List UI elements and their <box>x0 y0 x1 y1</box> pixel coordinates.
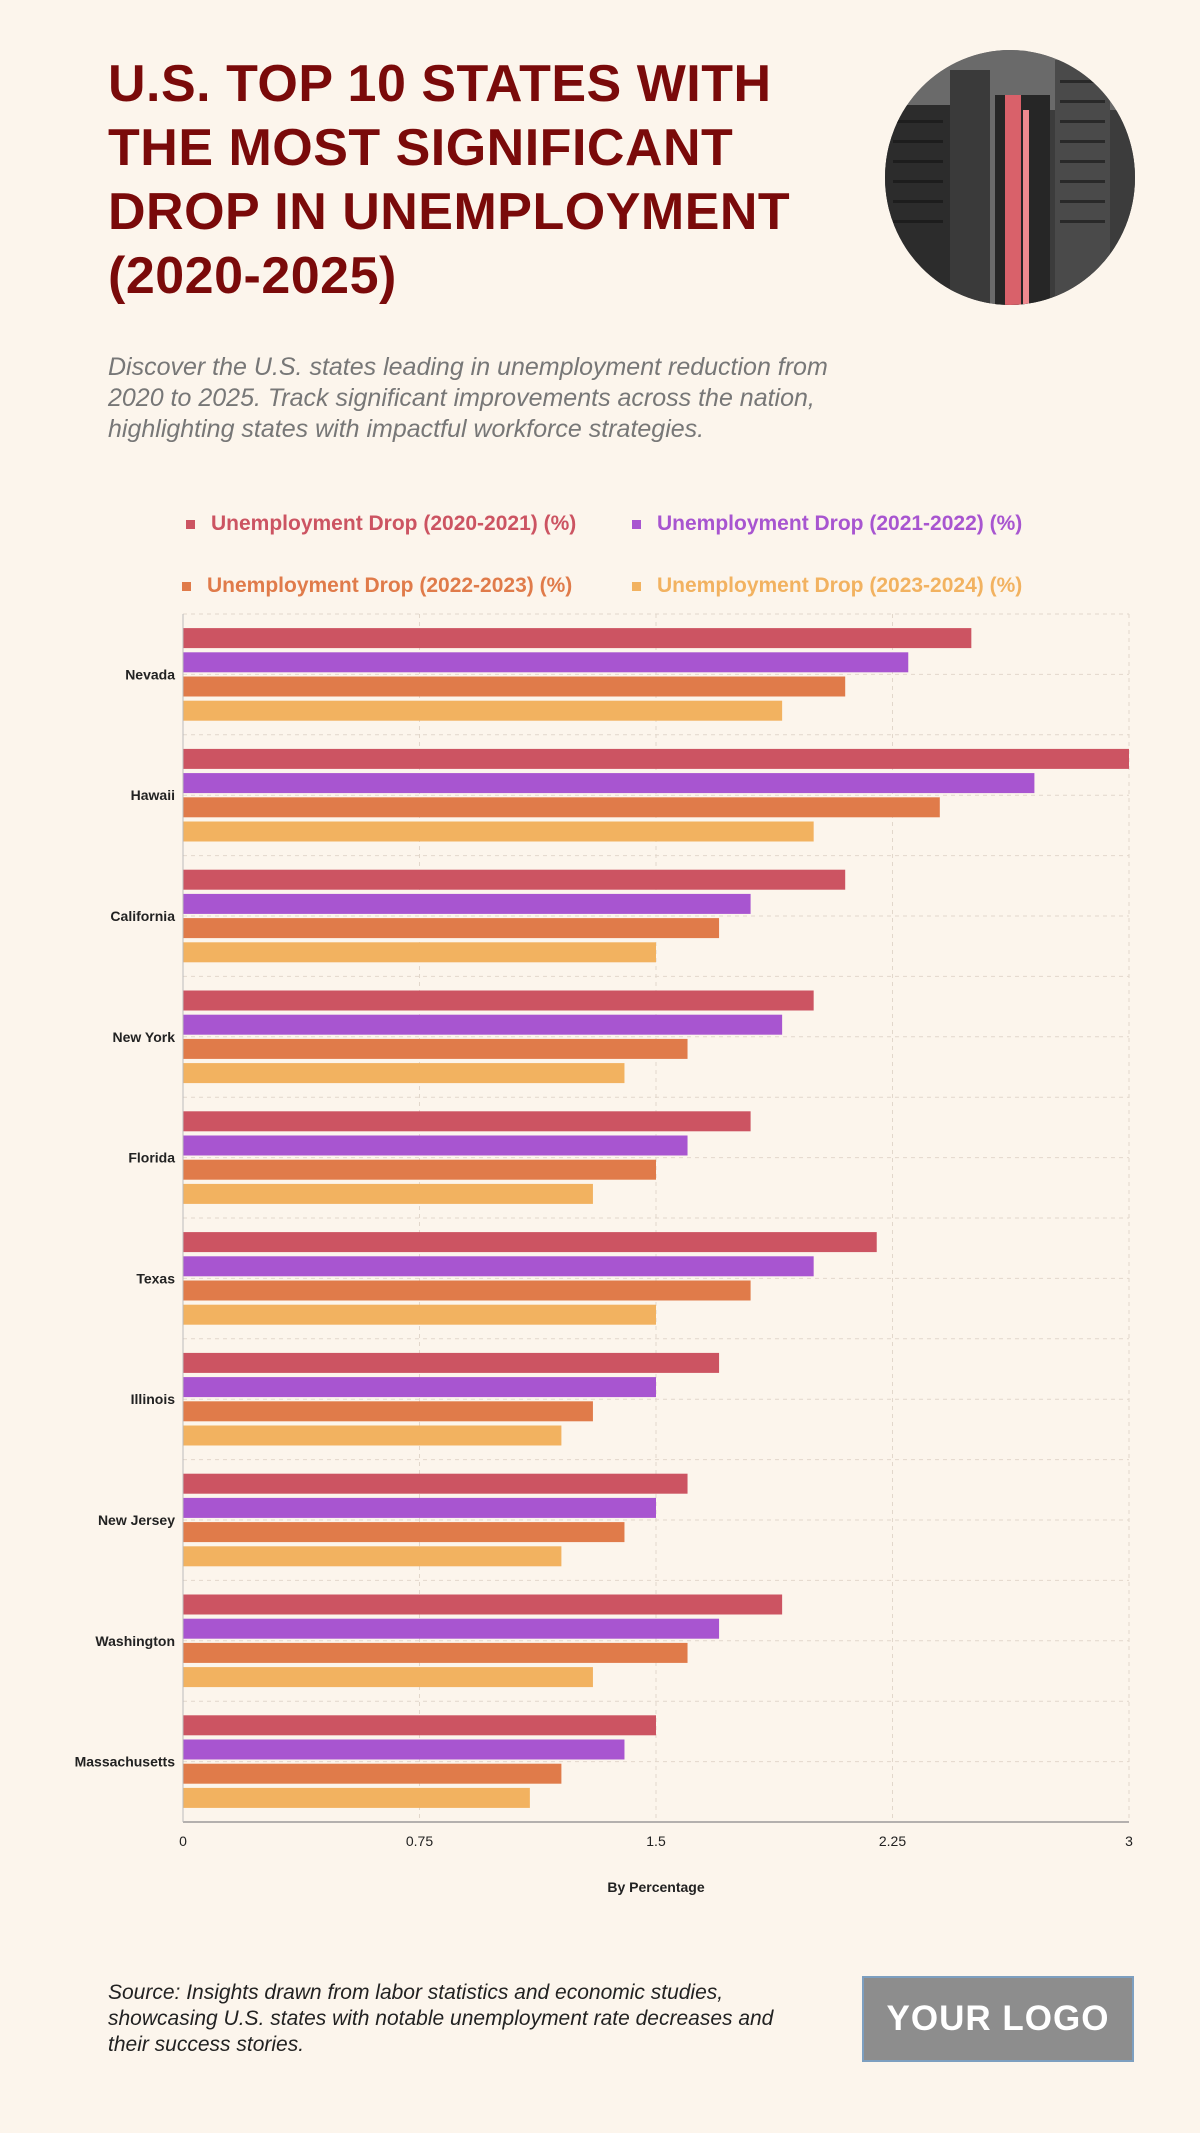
bar-washington-series-1 <box>183 1594 783 1615</box>
bar-chart: Nevada Hawaii California New York Florida Tex… <box>75 613 1133 1895</box>
category-label: Washington <box>95 1633 175 1649</box>
bar-california-series-3 <box>183 918 720 939</box>
bar-illinois-series-4 <box>183 1425 562 1446</box>
legend-label-2020-2021: Unemployment Drop (2020-2021) (%) <box>211 512 577 535</box>
bar-new-york-series-3 <box>183 1038 688 1059</box>
source-note: Source: Insights drawn from labor statis… <box>108 1981 774 2056</box>
x-tick-label: 0.75 <box>406 1833 433 1849</box>
bar-illinois-series-3 <box>183 1401 593 1422</box>
bar-california-series-2 <box>183 893 751 914</box>
bar-nevada-series-3 <box>183 676 846 697</box>
bar-florida-series-2 <box>183 1135 688 1156</box>
bar-nevada-series-1 <box>183 628 972 649</box>
bar-new-york-series-1 <box>183 990 814 1011</box>
bar-nevada-series-4 <box>183 700 783 721</box>
legend-swatch-2022-2023 <box>182 581 191 591</box>
bar-washington-series-2 <box>183 1618 720 1639</box>
bar-washington-series-4 <box>183 1667 593 1688</box>
bar-new-york-series-4 <box>183 1063 625 1084</box>
legend-label-2023-2024: Unemployment Drop (2023-2024) (%) <box>657 574 1023 597</box>
legend-item-2022-2023[interactable]: Unemployment Drop (2022-2023) (%) <box>182 574 572 598</box>
bar-massachusetts-series-4 <box>183 1787 530 1808</box>
bar-massachusetts-series-2 <box>183 1739 625 1760</box>
category-label: New York <box>112 1029 175 1045</box>
bar-hawaii-series-2 <box>183 773 1035 794</box>
bar-new-jersey-series-4 <box>183 1546 562 1567</box>
bar-florida-series-4 <box>183 1183 593 1204</box>
legend-item-2023-2024[interactable]: Unemployment Drop (2023-2024) (%) <box>632 574 1022 598</box>
legend-label-2022-2023: Unemployment Drop (2022-2023) (%) <box>207 574 573 597</box>
bar-hawaii-series-1 <box>183 748 1129 769</box>
bar-florida-series-1 <box>183 1111 751 1132</box>
x-tick-label: 3 <box>1125 1833 1133 1849</box>
bar-texas-series-1 <box>183 1232 877 1253</box>
category-label: Florida <box>128 1150 175 1166</box>
bar-texas-series-4 <box>183 1304 656 1325</box>
category-label: California <box>110 908 175 924</box>
bar-texas-series-3 <box>183 1280 751 1301</box>
legend-label-2021-2022: Unemployment Drop (2021-2022) (%) <box>657 512 1023 535</box>
legend-swatch-2021-2022 <box>632 519 641 529</box>
chart-title: U.S. TOP 10 STATES WITH THE MOST SIGNIFI… <box>108 55 791 305</box>
category-label: Nevada <box>125 666 175 682</box>
bar-hawaii-series-4 <box>183 821 814 842</box>
bar-california-series-1 <box>183 869 846 890</box>
chart-subtitle: Discover the U.S. states leading in unem… <box>108 353 828 443</box>
category-label: New Jersey <box>98 1512 175 1528</box>
bar-new-jersey-series-3 <box>183 1522 625 1543</box>
bar-hawaii-series-3 <box>183 797 940 818</box>
logo-text: YOUR LOGO <box>886 1999 1110 2038</box>
x-tick-label: 1.5 <box>646 1833 666 1849</box>
bar-new-jersey-series-1 <box>183 1473 688 1494</box>
x-tick-label: 0 <box>179 1833 187 1849</box>
x-axis-title: By Percentage <box>607 1879 704 1895</box>
bar-texas-series-2 <box>183 1256 814 1277</box>
bar-illinois-series-2 <box>183 1377 656 1398</box>
bar-florida-series-3 <box>183 1159 656 1180</box>
legend-item-2021-2022[interactable]: Unemployment Drop (2021-2022) (%) <box>632 512 1022 536</box>
category-label: Massachusetts <box>75 1754 176 1770</box>
legend-swatch-2020-2021 <box>186 519 195 529</box>
logo-placeholder: YOUR LOGO <box>862 1976 1134 2062</box>
bar-new-york-series-2 <box>183 1014 783 1035</box>
bar-massachusetts-series-3 <box>183 1763 562 1784</box>
x-tick-label: 2.25 <box>879 1833 906 1849</box>
bar-new-jersey-series-2 <box>183 1497 656 1518</box>
category-label: Hawaii <box>131 787 175 803</box>
bar-illinois-series-1 <box>183 1352 720 1373</box>
legend-item-2020-2021[interactable]: Unemployment Drop (2020-2021) (%) <box>186 512 576 536</box>
bar-nevada-series-2 <box>183 652 909 673</box>
bar-california-series-4 <box>183 942 656 963</box>
legend-swatch-2023-2024 <box>632 581 641 591</box>
bar-massachusetts-series-1 <box>183 1715 656 1736</box>
skyscraper-photo <box>885 50 1135 305</box>
category-label: Illinois <box>131 1391 176 1407</box>
category-label: Texas <box>136 1270 175 1286</box>
bar-washington-series-3 <box>183 1642 688 1663</box>
